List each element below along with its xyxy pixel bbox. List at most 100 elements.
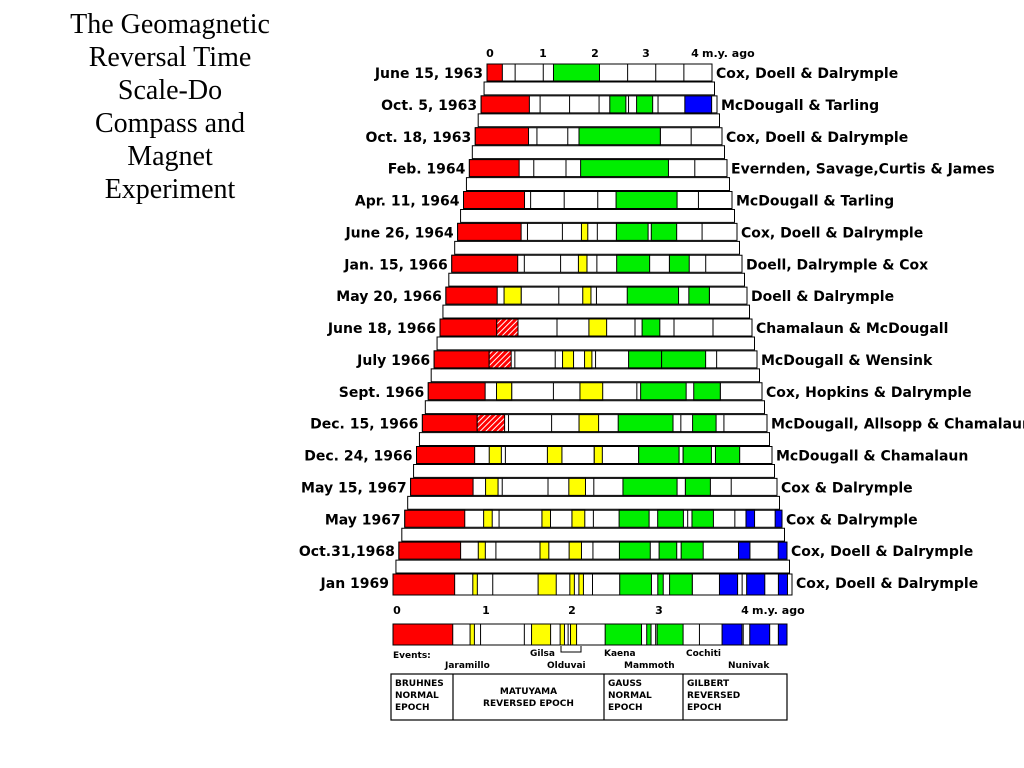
polarity-segment: [661, 350, 707, 369]
row-date-label: May 1967: [325, 512, 401, 528]
row-author-label: Cox, Doell & Dalrymple: [716, 66, 898, 82]
timescale-row: June 26, 1964 Cox, Doell & Dalrymple: [344, 222, 923, 255]
polarity-segment: [668, 254, 690, 273]
epoch-label: MATUYAMA: [500, 687, 557, 697]
row-spacer: [401, 527, 785, 542]
polarity-segment: [552, 63, 601, 82]
polarity-segment: [745, 509, 756, 528]
polarity-segment: [580, 222, 589, 241]
polarity-segment: [541, 509, 552, 528]
reference-segment: [469, 623, 475, 646]
reference-segment: [531, 623, 552, 646]
row-spacer: [424, 400, 765, 415]
polarity-segment: [580, 159, 669, 178]
row-author-label: Cox, Doell & Dalrymple: [796, 576, 978, 592]
row-spacer: [430, 368, 760, 383]
polarity-segment: [568, 541, 582, 560]
row-spacer: [483, 81, 715, 96]
polarity-segment: [537, 573, 557, 596]
epoch-label: GAUSS: [608, 679, 642, 689]
polarity-segment: [626, 286, 680, 305]
event-name-top: Cochiti: [686, 649, 721, 659]
polarity-segment: [618, 509, 650, 528]
polarity-segment: [777, 573, 788, 596]
polarity-segment: [588, 318, 608, 337]
row-date-label: Oct. 5, 1963: [381, 98, 477, 114]
bottom-axis-unit: m.y. ago: [752, 604, 805, 617]
row-author-label: Evernden, Savage,Curtis & James: [731, 162, 995, 178]
polarity-segment: [571, 509, 586, 528]
polarity-segment: [714, 446, 741, 464]
epoch-table: [390, 673, 788, 721]
polarity-segment: [463, 191, 526, 209]
top-axis-tick-label: 0: [486, 47, 494, 60]
epoch-label: EPOCH: [687, 703, 722, 713]
polarity-segment: [480, 95, 530, 114]
polarity-segment: [628, 350, 663, 369]
row-author-label: McDougall & Tarling: [736, 194, 894, 210]
polarity-segment: [477, 541, 486, 560]
epoch-label: EPOCH: [395, 703, 430, 713]
row-spacer: [436, 336, 755, 351]
polarity-segment: [617, 414, 674, 433]
timescale-row: Oct.31,1968 Cox, Doell & Dalrymple: [299, 541, 973, 574]
timescale-row: Sept. 1966 Cox, Hopkins & Dalrymple: [339, 382, 972, 415]
polarity-segment: [476, 414, 506, 433]
reference-segment: [604, 623, 643, 646]
row-date-label: June 18, 1966: [327, 321, 436, 337]
reference-segment: [559, 623, 565, 646]
row-spacer: [395, 559, 790, 574]
row-date-label: Jan 1969: [320, 576, 389, 592]
row-date-label: June 26, 1964: [344, 225, 453, 241]
timescale-row: Oct. 5, 1963 McDougall & Tarling: [381, 95, 879, 128]
timescale-row: Dec. 24, 1966 McDougall & Chamalaun: [304, 446, 968, 478]
epoch-label: GILBERT: [687, 679, 730, 689]
timescale-row: Jan 1969 Cox, Doell & Dalrymple: [320, 573, 978, 596]
event-name-bottom: Olduvai: [547, 661, 586, 671]
row-spacer: [465, 177, 730, 191]
row-author-label: Chamalaun & McDougall: [756, 321, 948, 337]
polarity-segment: [392, 573, 456, 596]
polarity-segment: [615, 222, 649, 241]
slide-title: The Geomagnetic Reversal Time Scale-Do C…: [40, 8, 300, 206]
polarity-segment: [609, 95, 627, 114]
row-date-label: Dec. 15, 1966: [310, 417, 418, 433]
polarity-segment: [433, 350, 490, 369]
polarity-segment: [404, 509, 466, 528]
polarity-segment: [684, 95, 713, 114]
timescale-row: May 20, 1966 Doell & Dalrymple: [336, 286, 894, 319]
polarity-segment: [650, 222, 678, 241]
polarity-segment: [503, 286, 522, 305]
row-spacer: [454, 240, 740, 255]
polarity-segment: [496, 382, 513, 401]
timescale-row: Feb. 1964 Evernden, Savage,Curtis & James: [388, 159, 995, 191]
polarity-segment: [398, 541, 462, 560]
bottom-axis-tick-label: 3: [655, 604, 663, 617]
polarity-segment: [578, 414, 600, 433]
top-axis-tick-label: 2: [591, 47, 599, 60]
polarity-segment: [774, 509, 783, 528]
event-name-bottom: Nunivak: [728, 661, 770, 671]
timescale-row: June 18, 1966 Chamalaun & McDougall: [327, 318, 948, 351]
polarity-segment: [496, 318, 519, 337]
polarity-segment: [416, 446, 476, 464]
polarity-segment: [638, 446, 680, 464]
timescale-row: Jan. 15, 1966 Doell, Dalrymple & Cox: [343, 254, 928, 287]
polarity-segment: [658, 541, 678, 560]
polarity-segment: [569, 573, 575, 596]
bottom-axis-tick-label: 0: [393, 604, 401, 617]
polarity-segment: [468, 159, 520, 178]
polarity-segment: [539, 541, 550, 560]
polarity-segment: [578, 573, 584, 596]
row-spacer: [418, 432, 770, 446]
title-line: The Geomagnetic: [70, 9, 270, 40]
polarity-segment: [718, 573, 739, 596]
polarity-segment: [657, 509, 684, 528]
row-date-label: Oct. 18, 1963: [366, 130, 472, 146]
polarity-segment: [693, 382, 721, 401]
epoch-label: REVERSED: [687, 691, 740, 701]
polarity-segment: [680, 541, 704, 560]
polarity-segment: [472, 573, 478, 596]
polarity-segment: [546, 446, 563, 464]
polarity-segment: [486, 63, 503, 82]
